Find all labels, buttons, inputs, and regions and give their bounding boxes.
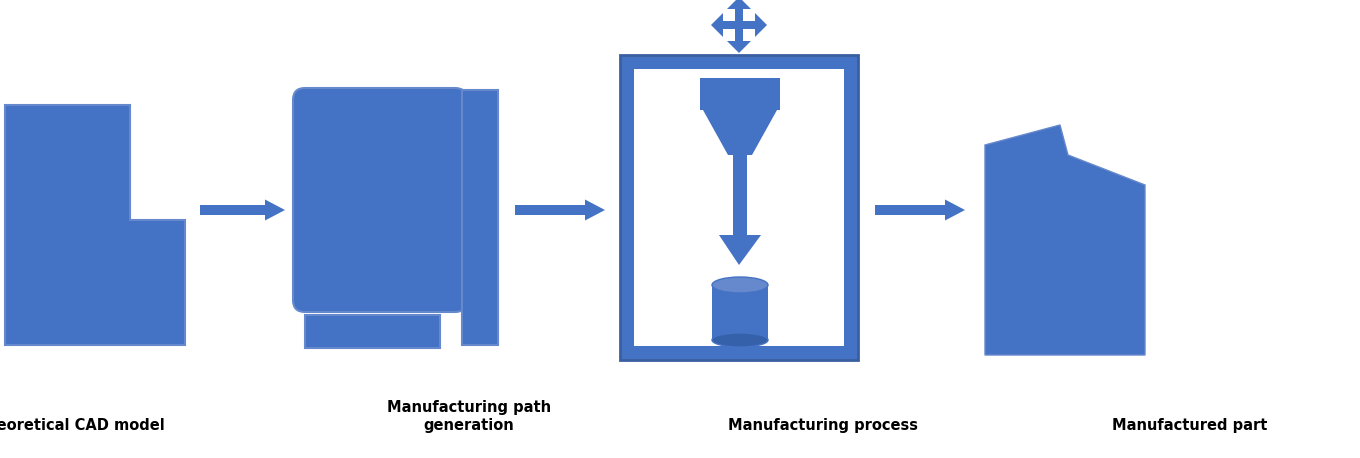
Polygon shape	[985, 125, 1145, 355]
Polygon shape	[719, 235, 762, 265]
Ellipse shape	[713, 333, 768, 347]
Ellipse shape	[713, 277, 768, 293]
Polygon shape	[945, 200, 966, 220]
Polygon shape	[734, 9, 743, 25]
Polygon shape	[728, 41, 751, 53]
Polygon shape	[703, 110, 777, 155]
Polygon shape	[700, 78, 781, 110]
FancyBboxPatch shape	[292, 88, 466, 312]
Polygon shape	[634, 69, 845, 346]
Polygon shape	[755, 13, 767, 37]
Polygon shape	[728, 0, 751, 9]
Text: Theoretical CAD model: Theoretical CAD model	[0, 418, 165, 433]
Polygon shape	[265, 200, 286, 220]
Polygon shape	[620, 55, 858, 360]
Polygon shape	[874, 205, 945, 215]
Polygon shape	[462, 90, 498, 345]
Text: Manufactured part: Manufactured part	[1112, 418, 1268, 433]
Polygon shape	[200, 205, 265, 215]
Polygon shape	[711, 13, 724, 37]
Polygon shape	[515, 205, 585, 215]
Polygon shape	[734, 25, 743, 41]
Text: Manufacturing path
generation: Manufacturing path generation	[388, 400, 551, 433]
Polygon shape	[305, 315, 441, 348]
Polygon shape	[585, 200, 605, 220]
Polygon shape	[733, 155, 747, 235]
Polygon shape	[713, 285, 768, 340]
Polygon shape	[724, 21, 738, 29]
Polygon shape	[738, 21, 755, 29]
Polygon shape	[5, 105, 185, 345]
Text: Manufacturing process: Manufacturing process	[728, 418, 918, 433]
